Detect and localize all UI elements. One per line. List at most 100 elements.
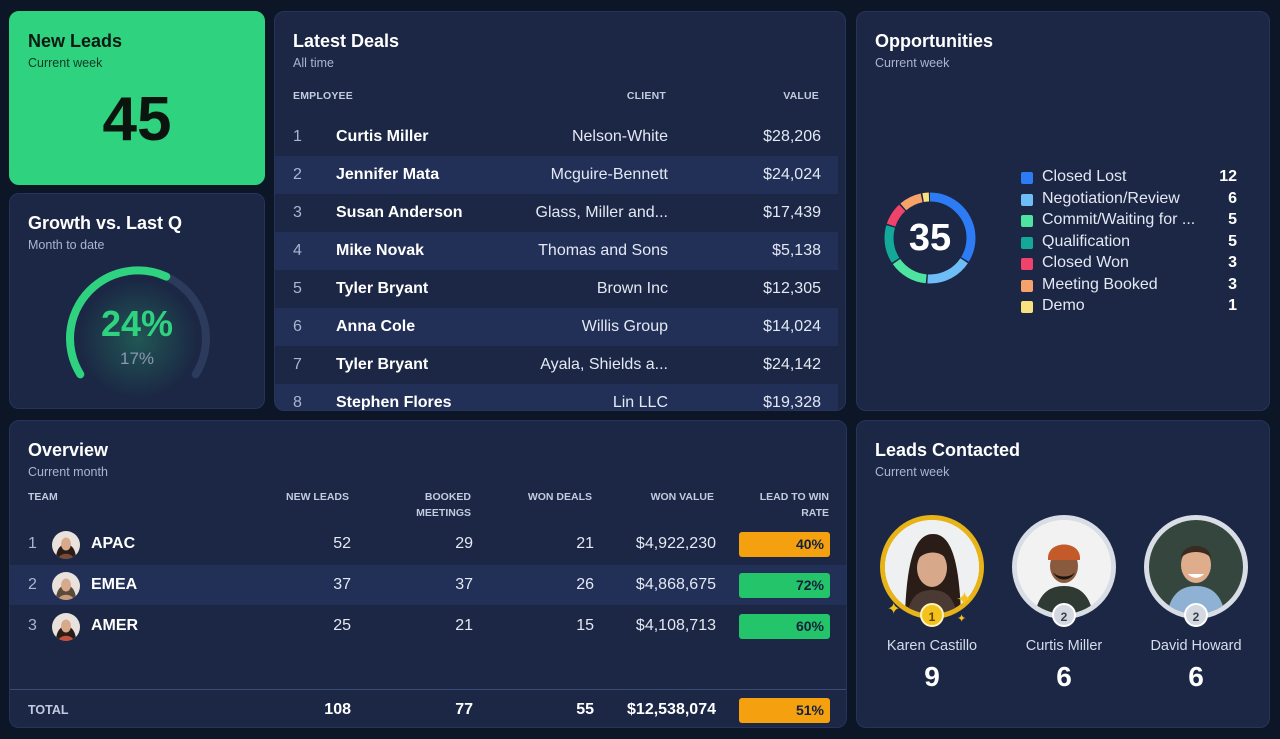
overview-booked: 21 — [455, 617, 473, 634]
legend-count: 1 — [1228, 297, 1237, 314]
deal-row[interactable]: 7 Tyler Bryant Ayala, Shields a... $24,142 — [275, 346, 838, 384]
opportunities-total: 35 — [908, 217, 952, 259]
growth-subtitle: Month to date — [28, 238, 105, 252]
team-avatar — [52, 531, 80, 559]
deal-row[interactable]: 4 Mike Novak Thomas and Sons $5,138 — [275, 232, 838, 270]
sparkle-icon: ✦ — [956, 589, 973, 611]
overview-booked: 37 — [455, 576, 473, 593]
deal-value: $19,328 — [763, 394, 821, 411]
overview-new-leads: 52 — [333, 535, 351, 552]
growth-previous: 17% — [119, 349, 155, 368]
gauge-glow — [78, 279, 198, 399]
contact-person-2[interactable]: 2 Curtis Miller 6 — [999, 515, 1129, 705]
deal-index: 2 — [293, 166, 302, 183]
deal-client: Brown Inc — [596, 280, 668, 297]
donut-segment-1[interactable] — [884, 192, 976, 284]
avatar-woman-portrait — [885, 520, 979, 614]
contact-person-3[interactable]: 2 David Howard 6 — [1131, 515, 1261, 705]
overview-header-rate-line2: RATE — [801, 507, 829, 519]
legend-label: Commit/Waiting for ... — [1042, 211, 1196, 228]
deal-index: 6 — [293, 318, 302, 335]
deal-index: 4 — [293, 242, 302, 259]
team-avatar — [52, 613, 80, 641]
leads-contacted-card: Leads Contacted Current week ✦ ✦ ✦ 1 Kar… — [856, 420, 1270, 728]
overview-title: Overview — [28, 440, 109, 460]
overview-row[interactable]: 3 AMER 25 21 15 $4,108,713 60% — [10, 606, 846, 646]
deals-subtitle: All time — [293, 56, 334, 70]
legend-item[interactable]: Closed Won 3 — [1021, 254, 1237, 276]
legend-label: Qualification — [1042, 232, 1131, 250]
legend-item[interactable]: Meeting Booked 3 — [1021, 276, 1237, 298]
deal-index: 3 — [293, 204, 302, 221]
opportunities-donut — [884, 192, 976, 284]
overview-won-value: $4,868,675 — [635, 576, 716, 593]
deal-row[interactable]: 1 Curtis Miller Nelson-White $28,206 — [275, 118, 838, 156]
deal-client: Ayala, Shields a... — [540, 356, 668, 373]
deal-employee: Stephen Flores — [336, 394, 452, 411]
sparkle-icon: ✦ — [887, 601, 901, 618]
legend-swatch — [1021, 172, 1033, 184]
deal-row[interactable]: 5 Tyler Bryant Brown Inc $12,305 — [275, 270, 838, 308]
growth-card: Growth vs. Last Q Month to date 24% 17% — [9, 193, 265, 409]
gauge-fill — [66, 266, 210, 379]
overview-won-deals: 26 — [576, 576, 594, 593]
rank-badge: 2 — [1184, 603, 1208, 627]
deal-employee: Susan Anderson — [336, 204, 463, 221]
overview-row[interactable]: 1 APAC 52 29 21 $4,922,230 40% — [10, 524, 846, 564]
deal-row[interactable]: 6 Anna Cole Willis Group $14,024 — [275, 308, 838, 346]
deal-row[interactable]: 2 Jennifer Mata Mcguire-Bennett $24,024 — [275, 156, 838, 194]
opportunities-subtitle: Current week — [875, 56, 950, 70]
contact-name: David Howard — [1150, 638, 1242, 654]
deal-index: 8 — [293, 394, 302, 411]
total-won-deals: 55 — [576, 701, 594, 718]
overview-row[interactable]: 2 EMEA 37 37 26 $4,868,675 72% — [10, 565, 846, 605]
overview-won-value: $4,922,230 — [635, 535, 716, 552]
deal-value: $28,206 — [763, 128, 821, 145]
rank-badge: 2 — [1052, 603, 1076, 627]
growth-gauge — [66, 266, 210, 399]
deal-row[interactable]: 3 Susan Anderson Glass, Miller and... $17,4… — [275, 194, 838, 232]
donut-segment-0[interactable] — [884, 192, 976, 284]
team-avatar — [52, 572, 80, 600]
legend-count: 6 — [1228, 189, 1237, 207]
avatar-man-smiling-portrait — [1149, 520, 1243, 614]
contact-name: Karen Castillo — [886, 638, 978, 654]
new-leads-title: New Leads — [28, 31, 123, 51]
contacted-subtitle: Current week — [875, 465, 950, 479]
deal-value: $24,142 — [763, 356, 821, 373]
legend-swatch — [1021, 215, 1033, 227]
contact-count: 6 — [1056, 661, 1072, 692]
legend-item[interactable]: Closed Lost 12 — [1021, 168, 1237, 190]
overview-header-won-deals: WON DEALS — [527, 491, 592, 503]
opportunities-card: Opportunities Current week 35 Closed Los… — [856, 11, 1270, 411]
legend-count: 3 — [1228, 254, 1237, 271]
overview-header-rate-line1: LEAD TO WIN — [759, 491, 829, 503]
overview-divider — [10, 689, 846, 690]
deal-value: $17,439 — [763, 204, 821, 221]
legend-swatch — [1021, 193, 1033, 206]
donut-segment-3[interactable] — [884, 192, 976, 284]
deal-row[interactable]: 8 Stephen Flores Lin LLC $19,328 — [275, 384, 838, 411]
legend-item[interactable]: Qualification 5 — [1021, 233, 1237, 255]
contact-person-1[interactable]: ✦ ✦ ✦ 1 Karen Castillo 9 — [867, 515, 997, 705]
overview-rate-badge: 40% — [739, 532, 830, 557]
deal-value: $12,305 — [763, 280, 821, 297]
overview-index: 1 — [28, 535, 37, 552]
deal-client: Thomas and Sons — [538, 242, 668, 259]
avatar — [880, 515, 984, 619]
overview-won-deals: 15 — [576, 617, 594, 634]
overview-won-deals: 21 — [576, 535, 594, 552]
deal-employee: Anna Cole — [336, 318, 416, 335]
overview-team: APAC — [91, 535, 136, 552]
overview-booked: 29 — [455, 535, 473, 552]
overview-rate-badge: 72% — [739, 573, 830, 598]
legend-item[interactable]: Demo 1 — [1021, 297, 1237, 319]
growth-title: Growth vs. Last Q — [28, 213, 183, 233]
legend-label: Meeting Booked — [1042, 275, 1158, 293]
legend-item[interactable]: Commit/Waiting for ... 5 — [1021, 211, 1237, 233]
legend-item[interactable]: Negotiation/Review 6 — [1021, 190, 1237, 212]
contact-count: 9 — [924, 661, 940, 692]
contacted-title: Leads Contacted — [875, 440, 1021, 460]
overview-header-new-leads: NEW LEADS — [286, 491, 349, 503]
overview-rate-badge: 60% — [739, 614, 830, 639]
